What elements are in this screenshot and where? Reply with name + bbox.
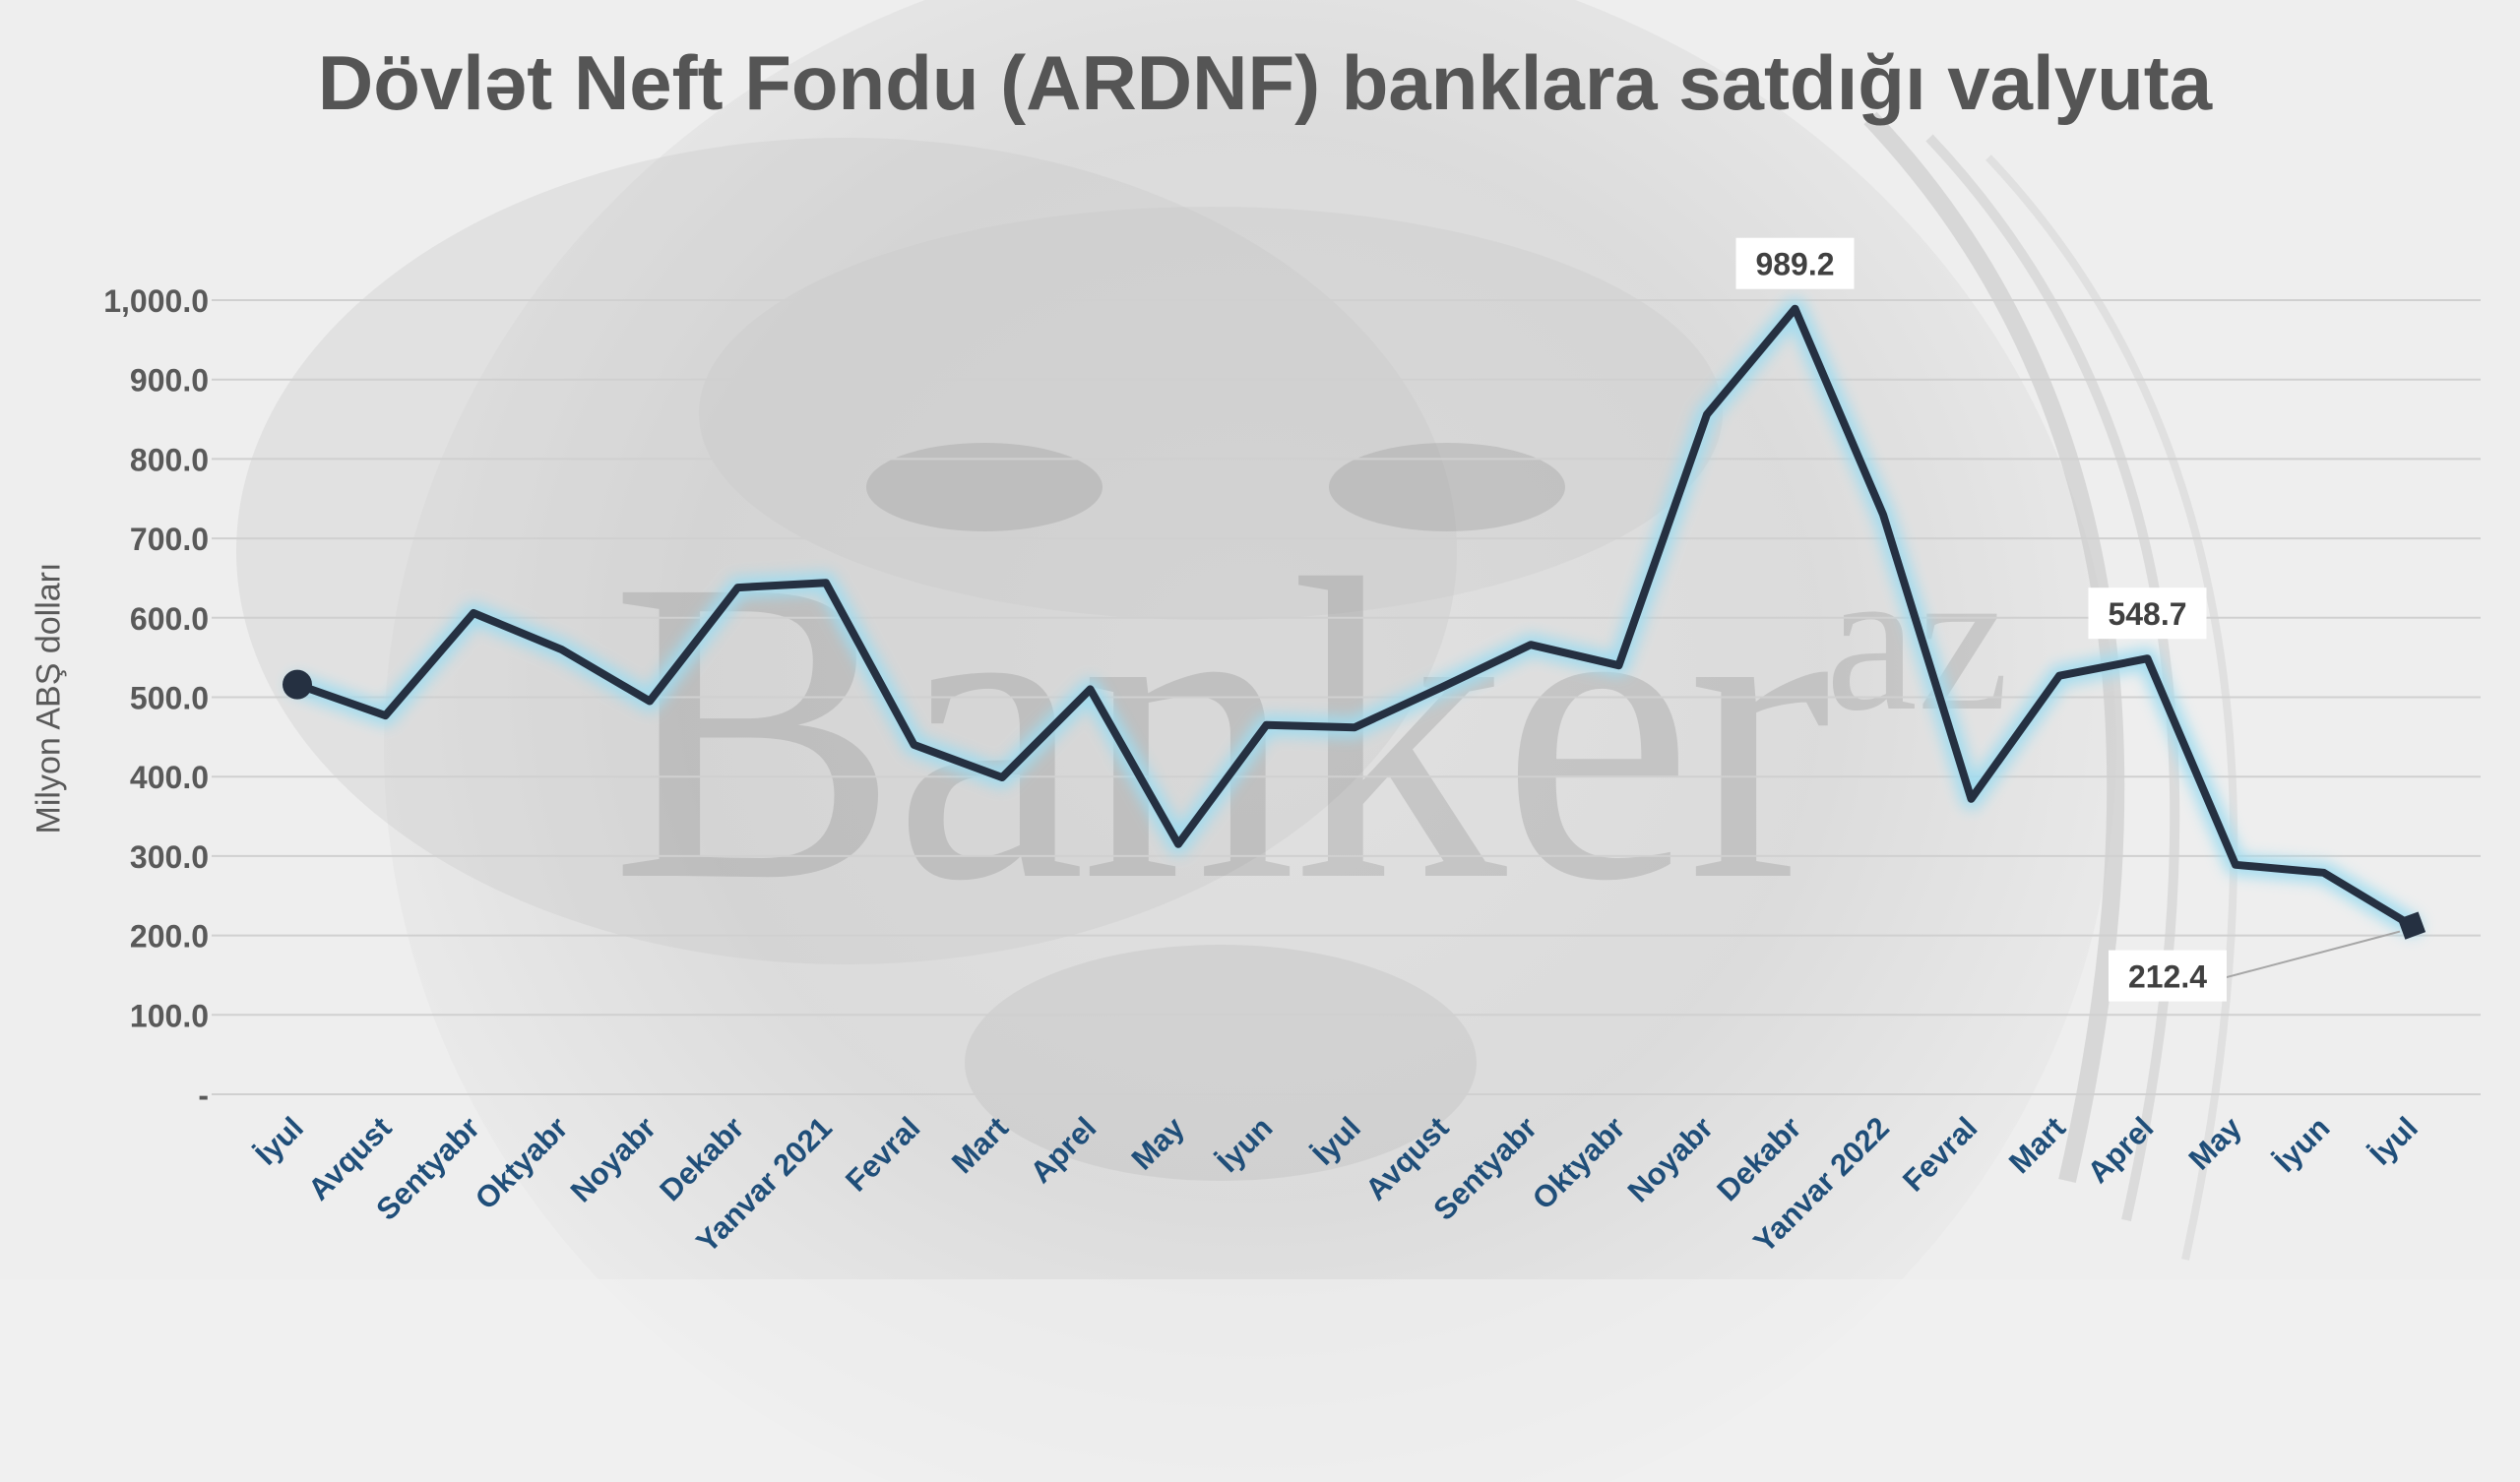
x-tick-label: Mart <box>2002 1110 2072 1180</box>
x-tick-label: Oktyabr <box>1526 1110 1632 1216</box>
y-tick-label: 500.0 <box>130 681 209 716</box>
x-tick-label: Oktyabr <box>469 1110 575 1216</box>
data-label-box <box>2109 950 2227 1002</box>
x-tick-label: Aprel <box>2081 1110 2161 1190</box>
y-tick-label: 600.0 <box>130 601 209 637</box>
x-axis-ticks: İyulAvqustSentyabrOktyabrNoyabrDekabrYan… <box>248 1110 2425 1260</box>
data-point <box>283 669 312 700</box>
y-tick-label: 800.0 <box>130 442 209 477</box>
y-tick-label: 300.0 <box>130 839 209 875</box>
data-points <box>283 308 2426 940</box>
y-tick-label: 900.0 <box>130 363 209 399</box>
x-tick-label: Noyabr <box>1621 1110 1720 1208</box>
x-tick-label: Noyabr <box>564 1110 662 1208</box>
x-tick-label: Fevral <box>839 1110 926 1198</box>
data-label-box <box>1735 237 1855 289</box>
y-axis-ticks: - 100.0 200.0 300.0 400.0 500.0 600.0 700.0 800.… <box>103 283 209 1113</box>
x-tick-label: May <box>1125 1110 1192 1177</box>
data-label-box <box>2088 587 2207 640</box>
x-tick-label: İyul <box>2362 1110 2425 1172</box>
data-labels: 989.2 548.7 212.4 <box>1735 237 2401 1002</box>
data-label: 989.2 <box>1755 247 1834 282</box>
x-tick-label: İyul <box>1305 1110 1367 1172</box>
y-tick-label: 1,000.0 <box>103 283 209 319</box>
x-tick-label: İyun <box>1211 1110 1280 1179</box>
x-tick-label: May <box>2182 1110 2249 1177</box>
chart-title: Dövlət Neft Fondu (ARDNF) banklara satdı… <box>317 39 2213 126</box>
x-tick-label: İyul <box>248 1110 310 1172</box>
data-point <box>2397 911 2426 940</box>
x-tick-label: Mart <box>945 1110 1015 1180</box>
y-tick-label: 400.0 <box>130 760 209 795</box>
leader-line <box>2224 930 2401 979</box>
y-tick-label: - <box>198 1078 209 1113</box>
x-tick-label: Aprel <box>1024 1110 1103 1190</box>
y-tick-label: 200.0 <box>130 919 209 955</box>
data-label: 212.4 <box>2128 959 2207 995</box>
x-tick-label: İyun <box>2268 1110 2337 1179</box>
x-tick-label: Fevral <box>1896 1110 1984 1198</box>
data-label: 548.7 <box>2108 596 2186 632</box>
gridlines <box>212 299 2481 1095</box>
y-tick-label: 100.0 <box>130 998 209 1033</box>
y-tick-label: 700.0 <box>130 522 209 557</box>
banker-watermark: Bankeraz <box>610 423 2009 948</box>
